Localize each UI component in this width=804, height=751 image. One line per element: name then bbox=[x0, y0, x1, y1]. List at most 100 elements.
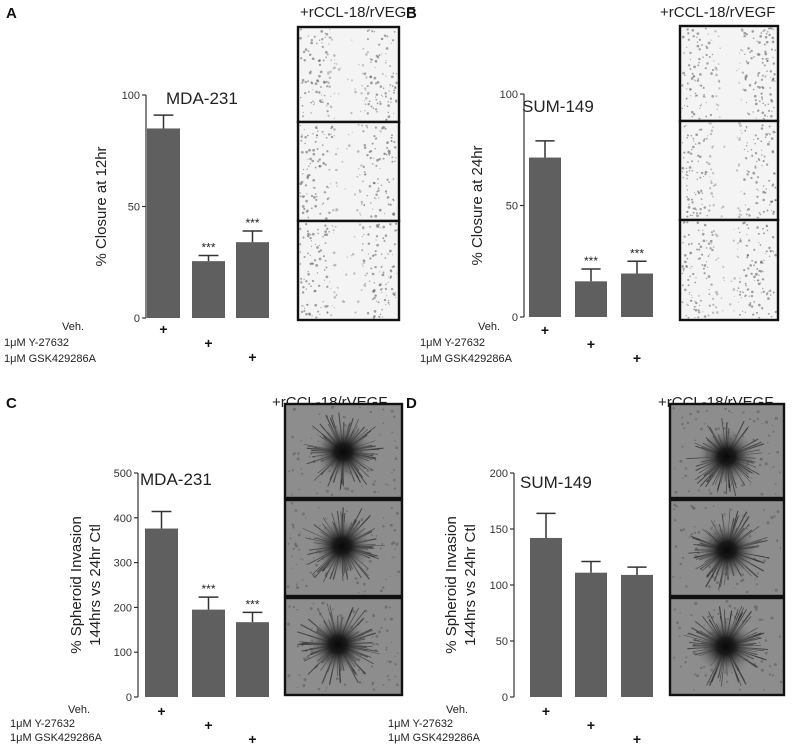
cell-speck bbox=[699, 304, 701, 307]
cell-speck bbox=[391, 134, 393, 137]
cell-speck bbox=[767, 103, 770, 106]
background-speck bbox=[346, 510, 348, 513]
cell-speck bbox=[381, 288, 383, 290]
cell-speck bbox=[701, 253, 704, 256]
cell-speck bbox=[757, 157, 760, 160]
cell-speck bbox=[303, 278, 305, 280]
background-speck bbox=[364, 609, 368, 613]
cell-speck bbox=[364, 109, 366, 112]
cell-speck bbox=[309, 70, 312, 73]
cell-speck bbox=[740, 48, 742, 51]
cell-speck bbox=[751, 30, 755, 33]
cell-speck bbox=[366, 85, 369, 88]
cell-speck bbox=[379, 271, 381, 273]
cell-speck bbox=[308, 165, 310, 167]
cell-speck bbox=[738, 313, 741, 316]
cell-speck bbox=[716, 108, 718, 111]
background-speck bbox=[301, 472, 304, 475]
cell-speck bbox=[769, 27, 772, 30]
cell-speck bbox=[316, 136, 318, 139]
cell-speck bbox=[686, 189, 689, 191]
cell-speck bbox=[375, 198, 377, 200]
background-speck bbox=[390, 506, 393, 509]
cell-speck bbox=[756, 202, 759, 204]
cell-speck bbox=[304, 184, 308, 187]
cell-speck bbox=[742, 88, 745, 91]
bar-1 bbox=[147, 128, 180, 318]
background-speck bbox=[291, 523, 295, 527]
cell-speck bbox=[746, 254, 749, 257]
y-tick-label: 50 bbox=[506, 201, 518, 213]
cell-speck bbox=[356, 209, 359, 212]
cell-speck bbox=[393, 243, 396, 246]
cell-speck bbox=[376, 137, 378, 139]
cell-speck bbox=[383, 34, 387, 37]
cell-speck bbox=[715, 95, 718, 98]
cell-speck bbox=[373, 31, 376, 33]
cell-speck bbox=[323, 81, 326, 84]
cell-speck bbox=[360, 200, 364, 204]
cell-speck bbox=[692, 211, 695, 214]
cell-speck bbox=[299, 263, 302, 265]
background-speck bbox=[312, 602, 315, 605]
cell-speck bbox=[696, 214, 699, 218]
cell-speck bbox=[364, 173, 367, 176]
cell-speck bbox=[697, 64, 700, 67]
cell-speck bbox=[755, 272, 758, 276]
background-speck bbox=[394, 675, 397, 678]
cell-speck bbox=[361, 236, 364, 238]
cell-speck bbox=[309, 233, 312, 236]
cell-speck bbox=[316, 79, 319, 82]
background-speck bbox=[305, 584, 308, 588]
background-speck bbox=[389, 617, 394, 621]
cell-speck bbox=[691, 265, 693, 268]
cell-speck bbox=[711, 243, 713, 245]
cell-speck bbox=[746, 223, 749, 226]
background-speck bbox=[690, 532, 694, 536]
cell-speck bbox=[335, 181, 338, 184]
cell-speck bbox=[394, 222, 398, 225]
cell-speck bbox=[366, 312, 370, 315]
cell-speck bbox=[395, 292, 397, 294]
background-speck bbox=[692, 507, 695, 510]
cell-speck bbox=[335, 210, 337, 212]
cell-speck bbox=[301, 81, 304, 84]
cell-speck bbox=[330, 314, 333, 317]
cell-speck bbox=[361, 72, 364, 75]
cell-speck bbox=[687, 150, 690, 154]
background-speck bbox=[385, 646, 388, 649]
background-speck bbox=[683, 427, 686, 430]
cell-speck bbox=[323, 94, 326, 97]
background-speck bbox=[722, 422, 725, 424]
cell-speck bbox=[714, 233, 717, 236]
significance-label: *** bbox=[201, 582, 215, 596]
cell-speck bbox=[715, 68, 718, 71]
background-speck bbox=[395, 683, 399, 687]
cell-speck bbox=[709, 176, 711, 178]
cell-speck bbox=[381, 37, 384, 40]
cell-speck bbox=[373, 157, 375, 159]
cell-speck bbox=[692, 140, 695, 142]
cell-speck bbox=[690, 198, 693, 201]
cell-speck bbox=[772, 212, 775, 215]
background-speck bbox=[372, 642, 375, 646]
cell-speck bbox=[387, 301, 390, 304]
cell-speck bbox=[707, 33, 709, 35]
cell-speck bbox=[326, 72, 330, 75]
cell-speck bbox=[388, 90, 390, 92]
cell-speck bbox=[387, 253, 389, 255]
cell-speck bbox=[771, 151, 775, 154]
cell-speck bbox=[763, 29, 766, 32]
cell-speck bbox=[351, 253, 355, 256]
cell-speck bbox=[686, 28, 689, 31]
cell-speck bbox=[374, 250, 377, 253]
cell-speck bbox=[759, 269, 763, 273]
cell-speck bbox=[689, 58, 691, 61]
cell-speck bbox=[743, 268, 746, 272]
cell-speck bbox=[723, 279, 726, 282]
background-speck bbox=[370, 534, 373, 537]
cell-speck bbox=[388, 154, 390, 156]
cell-speck bbox=[714, 183, 717, 186]
bar-1 bbox=[529, 157, 561, 317]
cell-speck bbox=[371, 163, 374, 165]
